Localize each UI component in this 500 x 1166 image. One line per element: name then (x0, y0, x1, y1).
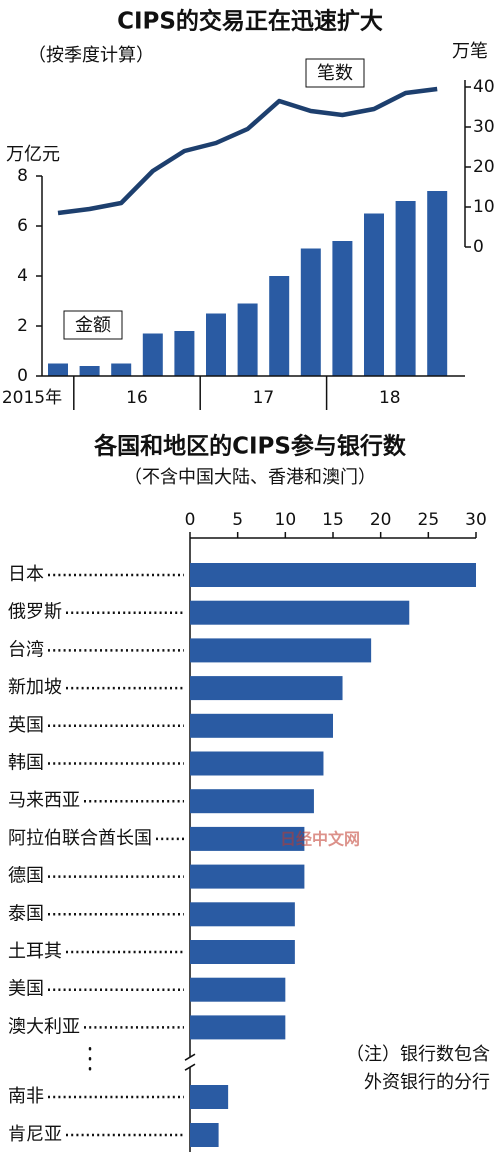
y-tick-label: 6 (17, 216, 28, 236)
watermark: 日经中文网 (280, 830, 360, 849)
bar (237, 303, 258, 376)
x-tick-label: 25 (418, 510, 440, 530)
axis-break (184, 1053, 196, 1071)
category-label: 肯尼亚 (8, 1124, 62, 1145)
chart-title: 各国和地区的CIPS参与银行数 (93, 433, 407, 460)
y2-axis-label: 万笔 (452, 41, 488, 62)
bar (190, 1015, 286, 1040)
x-tick-label: 15 (322, 510, 344, 530)
category-label: 澳大利亚 (8, 1016, 80, 1037)
chart-subtitle: （不含中国大陆、香港和澳门） (124, 467, 376, 488)
bar (190, 638, 372, 663)
category-label: 德国 (8, 866, 44, 887)
note: （注）银行数包含 (346, 1044, 490, 1065)
x-group-label: 17 (253, 388, 275, 408)
x-group-label: 2015年 (2, 388, 62, 408)
bar (190, 751, 324, 776)
x-group-label: 16 (126, 388, 148, 408)
bar (395, 201, 416, 376)
legend-label: 笔数 (317, 63, 353, 84)
category-label: 泰国 (8, 903, 44, 924)
category-label: 美国 (8, 979, 44, 1000)
category-label: 南非 (8, 1086, 44, 1107)
category-label: 阿拉伯联合酋长国 (8, 828, 152, 849)
y2-tick-label: 10 (473, 197, 495, 217)
category-label: 俄罗斯 (8, 602, 62, 623)
y-tick-label: 8 (17, 166, 28, 186)
category-label: 马来西亚 (8, 790, 80, 811)
bar (206, 313, 226, 376)
bar (190, 864, 305, 889)
y-tick-label: 4 (17, 266, 28, 286)
bar (364, 213, 384, 376)
chart-title: CIPS的交易正在迅速扩大 (117, 8, 383, 35)
category-label: 日本 (8, 564, 44, 585)
category-label: 土耳其 (8, 941, 62, 962)
x-tick-label: 20 (370, 510, 392, 530)
bar (190, 1085, 229, 1109)
bar (190, 563, 476, 587)
category-label: 英国 (8, 715, 44, 736)
legend-label: 金额 (75, 315, 111, 336)
category-label: 新加坡 (8, 677, 62, 698)
bar (190, 902, 295, 927)
x-tick-label: 5 (232, 510, 243, 530)
bar (300, 248, 321, 376)
series-label-box (63, 310, 123, 340)
x-tick-label: 10 (275, 510, 297, 530)
bar (190, 600, 410, 625)
y-tick-label: 0 (17, 366, 28, 386)
y2-tick-label: 0 (473, 237, 484, 257)
bar (190, 1123, 219, 1147)
x-tick-label: 0 (185, 510, 196, 530)
y-tick-label: 2 (17, 316, 28, 336)
bar (174, 331, 195, 376)
bar (190, 940, 295, 964)
y-axis-label: 万亿元 (6, 144, 60, 165)
bar (79, 366, 100, 376)
category-label: 台湾 (8, 639, 44, 660)
bar (190, 977, 286, 1002)
bar (190, 789, 314, 814)
bar (48, 363, 68, 376)
y2-tick-label: 30 (473, 117, 495, 137)
bar (190, 713, 333, 738)
line (57, 86, 438, 216)
bar (269, 276, 290, 376)
bar (427, 191, 448, 376)
x-group-label: 18 (379, 388, 401, 408)
x-tick-label: 30 (465, 510, 487, 530)
y2-tick-label: 40 (473, 77, 495, 97)
bar (111, 363, 132, 376)
bar (190, 676, 343, 701)
note: 外资银行的分行 (364, 1072, 490, 1093)
bar (142, 333, 163, 376)
bar (332, 241, 353, 376)
category-label: 韩国 (8, 753, 44, 774)
chart-subtitle: （按季度计算） (28, 45, 154, 66)
y2-tick-label: 20 (473, 157, 495, 177)
bar (190, 826, 305, 851)
series-label-box (305, 58, 365, 88)
